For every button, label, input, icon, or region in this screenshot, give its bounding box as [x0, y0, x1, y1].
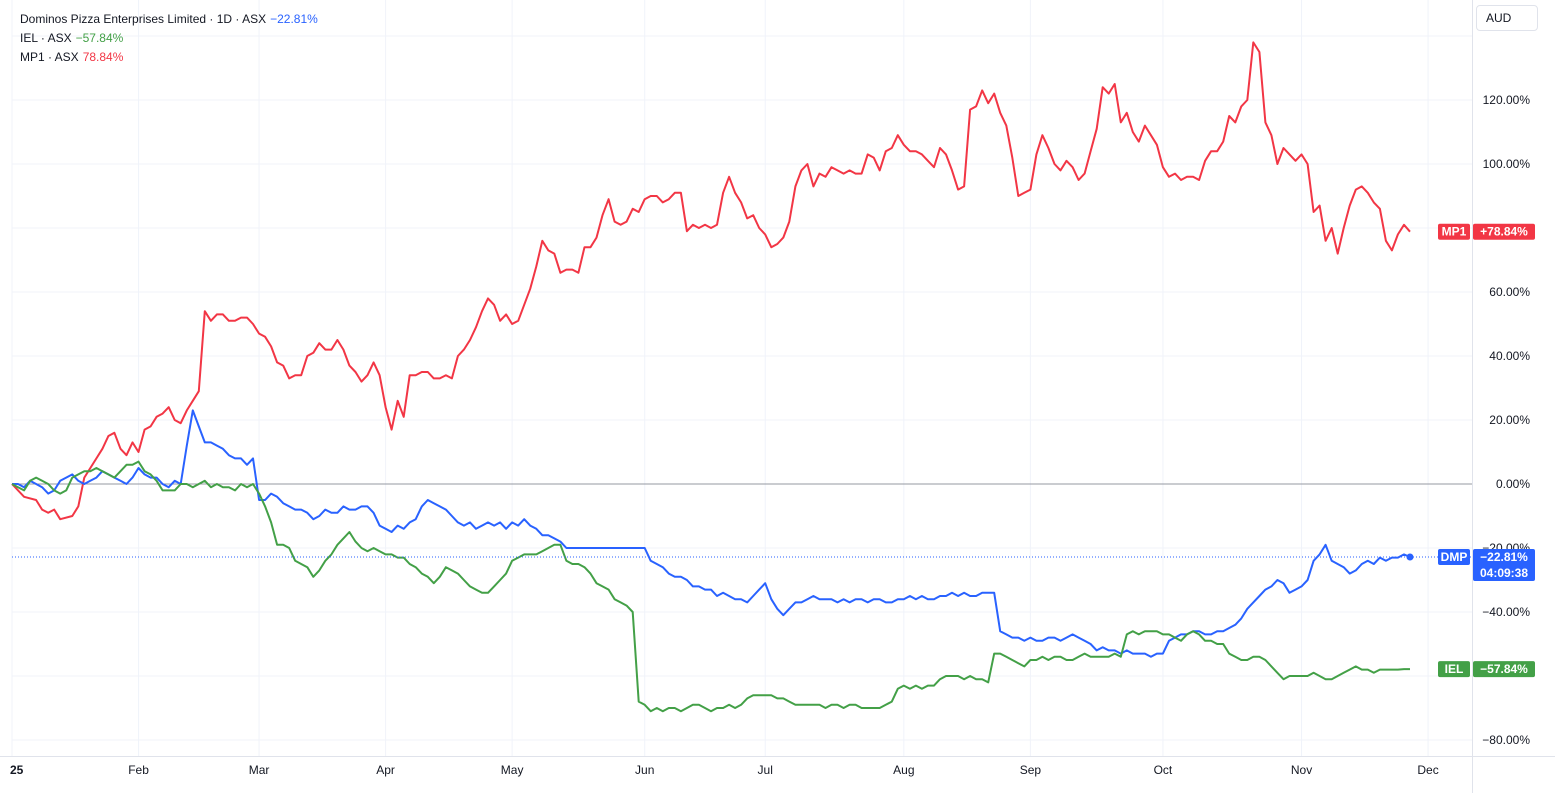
legend-change-iel: −57.84% [75, 31, 124, 45]
currency-button[interactable]: AUD [1476, 5, 1538, 31]
x-tick-label: 25 [10, 763, 24, 777]
y-tick-label: 120.00% [1483, 93, 1531, 107]
badge-mp1[interactable]: MP1 +78.84% [1438, 223, 1535, 240]
series-line-mp1[interactable] [11, 41, 1411, 521]
legend-change-mp1: 78.84% [82, 50, 124, 64]
chart-legend: Dominos Pizza Enterprises Limited · 1D ·… [20, 10, 318, 67]
badge-tag-iel [1438, 661, 1470, 678]
series-line-dmp[interactable] [12, 409, 1411, 658]
badge-tag-label: MP1 [1442, 225, 1467, 239]
legend-symbol-mp1: MP1 · ASX [20, 50, 79, 64]
badge-value-box [1473, 548, 1535, 581]
price-scale[interactable]: 120.00%100.00%60.00%40.00%20.00%0.00%−20… [1482, 93, 1530, 747]
badge-value: +78.84% [1480, 225, 1528, 239]
y-tick-label: −40.00% [1482, 605, 1530, 619]
x-tick-label: May [501, 763, 524, 777]
x-tick-label: Jul [758, 763, 773, 777]
badge-value: −22.81% [1480, 550, 1528, 564]
x-tick-label: Nov [1291, 763, 1312, 777]
y-tick-label: 60.00% [1489, 285, 1530, 299]
legend-row-mp1[interactable]: MP1 · ASX 78.84% [20, 48, 318, 67]
y-tick-label: 100.00% [1483, 157, 1531, 171]
badge-dmp[interactable]: DMP −22.81% 04:09:38 [1438, 548, 1535, 581]
x-tick-label: Oct [1154, 763, 1173, 777]
badge-value: −57.84% [1480, 662, 1528, 676]
y-tick-label: 20.00% [1489, 413, 1530, 427]
dmp-last-point [1406, 553, 1414, 561]
legend-symbol-dmp: Dominos Pizza Enterprises Limited · 1D ·… [20, 12, 267, 26]
badge-countdown: 04:09:38 [1480, 566, 1528, 580]
badge-tag-label: DMP [1441, 550, 1468, 564]
series-line-iel[interactable] [11, 460, 1410, 713]
badge-tag-mp1 [1438, 223, 1470, 240]
badge-tag-dmp [1438, 548, 1470, 565]
x-tick-label: Dec [1417, 763, 1438, 777]
badge-value-box [1473, 223, 1535, 240]
legend-row-iel[interactable]: IEL · ASX −57.84% [20, 29, 318, 48]
x-tick-label: Jun [635, 763, 654, 777]
x-tick-label: Sep [1020, 763, 1042, 777]
legend-symbol-iel: IEL · ASX [20, 31, 72, 45]
badge-tag-label: IEL [1445, 662, 1464, 676]
y-tick-label: 40.00% [1489, 349, 1530, 363]
last-value-badges: MP1 +78.84% DMP −22.81% 04:09:38 IEL −57.84% [1438, 223, 1535, 678]
badge-iel[interactable]: IEL −57.84% [1438, 661, 1535, 678]
x-tick-label: Apr [376, 763, 395, 777]
series-lines [11, 41, 1472, 713]
x-tick-label: Aug [893, 763, 914, 777]
y-tick-label: 0.00% [1496, 477, 1530, 491]
badge-value-box [1473, 661, 1535, 678]
legend-change-dmp: −22.81% [270, 12, 318, 26]
y-tick-label: −80.00% [1482, 733, 1530, 747]
x-tick-label: Feb [128, 763, 149, 777]
legend-row-dmp[interactable]: Dominos Pizza Enterprises Limited · 1D ·… [20, 10, 318, 29]
x-tick-label: Mar [249, 763, 270, 777]
time-scale[interactable]: 25 Feb Mar Apr May Jun Jul Aug Sep Oct Nov Dec [10, 763, 1439, 777]
